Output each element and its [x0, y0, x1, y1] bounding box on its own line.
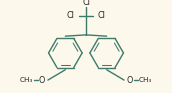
Text: O: O: [127, 76, 133, 85]
Text: CH₃: CH₃: [20, 77, 33, 83]
Text: Cl: Cl: [82, 0, 90, 7]
Text: O: O: [39, 76, 45, 85]
Text: CH₃: CH₃: [139, 77, 152, 83]
Text: Cl: Cl: [98, 11, 105, 20]
Text: Cl: Cl: [67, 11, 74, 20]
